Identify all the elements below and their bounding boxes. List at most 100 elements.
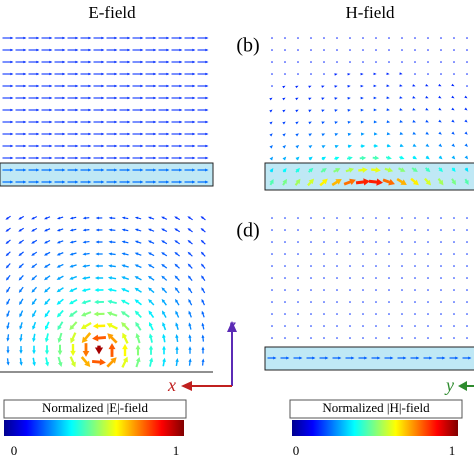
vector-head bbox=[5, 265, 9, 269]
vector-dot bbox=[401, 241, 403, 243]
vector-head bbox=[273, 356, 277, 360]
vector-dot bbox=[401, 301, 403, 303]
vector-head bbox=[360, 96, 364, 100]
vector-dot bbox=[453, 265, 455, 267]
vector-dot bbox=[323, 253, 325, 255]
vector-head bbox=[75, 156, 79, 160]
vector-dot bbox=[310, 253, 312, 255]
vector-head bbox=[348, 167, 355, 173]
vector-head bbox=[299, 356, 303, 360]
vector-dot bbox=[440, 289, 442, 291]
vector-head bbox=[321, 109, 325, 113]
vector-head bbox=[62, 144, 66, 148]
vector-dot bbox=[414, 37, 416, 39]
vector-head bbox=[36, 60, 40, 64]
vector-dot bbox=[284, 337, 286, 339]
vector-head bbox=[49, 120, 53, 124]
vector-head bbox=[108, 216, 113, 220]
vector-dot bbox=[310, 229, 312, 231]
vector-head bbox=[69, 240, 74, 244]
vector-head bbox=[400, 179, 407, 185]
vector-dot bbox=[414, 49, 416, 51]
vector-dot bbox=[323, 265, 325, 267]
vector-head bbox=[153, 72, 157, 76]
vector-head bbox=[23, 36, 27, 40]
vector-head bbox=[101, 132, 105, 136]
vector-head bbox=[56, 252, 61, 256]
vector-head bbox=[334, 85, 338, 88]
vector-dot bbox=[297, 241, 299, 243]
vector-head bbox=[108, 240, 113, 244]
vector-head bbox=[101, 180, 105, 184]
vector-head bbox=[10, 48, 14, 52]
vector-head bbox=[179, 156, 183, 160]
vector-head bbox=[81, 288, 87, 292]
vector-head bbox=[140, 168, 144, 172]
vector-head bbox=[334, 156, 340, 161]
vector-head bbox=[31, 264, 35, 269]
vector-head bbox=[19, 325, 23, 330]
vector-dot bbox=[349, 301, 351, 303]
vector-head bbox=[174, 275, 178, 279]
vector-dot bbox=[349, 37, 351, 39]
vector-head bbox=[93, 311, 99, 317]
vector-head bbox=[425, 95, 429, 99]
panel-label: (d) bbox=[236, 220, 259, 242]
vector-head bbox=[425, 143, 430, 147]
vector-head bbox=[69, 324, 75, 331]
vector-head bbox=[188, 346, 192, 350]
vector-dot bbox=[466, 37, 468, 39]
vector-head bbox=[81, 300, 87, 305]
vector-head bbox=[69, 264, 74, 268]
vector-head bbox=[88, 168, 92, 172]
vector-head bbox=[464, 131, 468, 135]
vector-head bbox=[106, 323, 113, 329]
vector-head bbox=[127, 48, 131, 52]
vector-dot bbox=[323, 325, 325, 327]
vector-head bbox=[68, 300, 74, 305]
vector-dot bbox=[427, 325, 429, 327]
vector-dot bbox=[375, 49, 377, 51]
vector-dot bbox=[362, 301, 364, 303]
vector-dot bbox=[297, 49, 299, 51]
vector-head bbox=[95, 216, 99, 220]
vector-head bbox=[174, 240, 178, 244]
vector-head bbox=[122, 343, 128, 350]
vector-head bbox=[135, 332, 141, 339]
vector-dot bbox=[427, 301, 429, 303]
vector-head bbox=[451, 83, 455, 87]
vector-head bbox=[179, 60, 183, 64]
vector-head bbox=[140, 132, 144, 136]
vector-dot bbox=[362, 229, 364, 231]
vector-head bbox=[6, 325, 10, 330]
vector-head bbox=[82, 216, 87, 220]
vector-head bbox=[6, 338, 10, 342]
vector-head bbox=[425, 167, 431, 173]
vector-head bbox=[101, 84, 105, 88]
vector-head bbox=[373, 96, 377, 100]
vector-dot bbox=[310, 37, 312, 39]
vector-head bbox=[425, 119, 429, 123]
vector-head bbox=[192, 156, 196, 160]
vector-head bbox=[70, 350, 76, 356]
vector-dot bbox=[323, 49, 325, 51]
vector-head bbox=[121, 288, 126, 292]
vector-head bbox=[106, 311, 113, 317]
vector-dot bbox=[401, 313, 403, 315]
vector-head bbox=[295, 109, 299, 113]
vector-head bbox=[412, 84, 416, 87]
vector-head bbox=[334, 144, 339, 149]
vector-head bbox=[347, 109, 351, 112]
vector-head bbox=[43, 276, 48, 281]
vector-head bbox=[153, 60, 157, 64]
vector-head bbox=[114, 96, 118, 100]
vector-head bbox=[23, 60, 27, 64]
vector-dot bbox=[271, 61, 273, 63]
vector-head bbox=[174, 216, 178, 220]
vector-head bbox=[360, 132, 365, 136]
vector-dot bbox=[388, 313, 390, 315]
vector-dot bbox=[349, 265, 351, 267]
vector-head bbox=[175, 334, 179, 338]
vector-head bbox=[75, 72, 79, 76]
vector-head bbox=[140, 48, 144, 52]
